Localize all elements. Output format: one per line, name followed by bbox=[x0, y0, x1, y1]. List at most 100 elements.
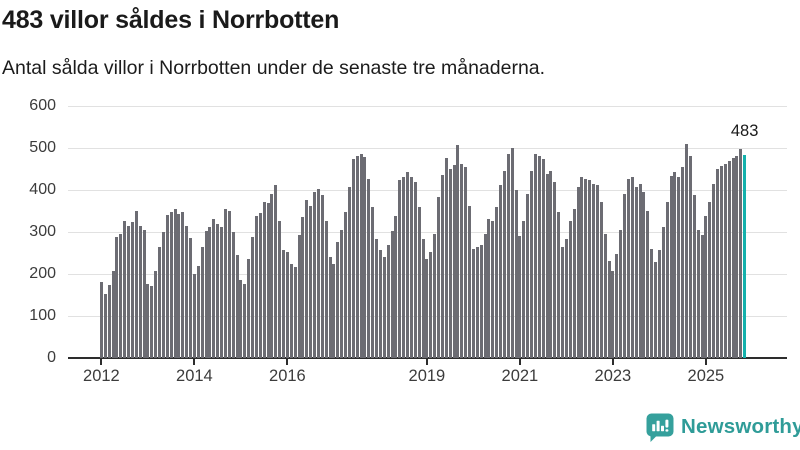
bar[interactable] bbox=[223, 209, 227, 358]
bar[interactable] bbox=[510, 148, 514, 358]
bar[interactable] bbox=[235, 255, 239, 358]
bar[interactable] bbox=[533, 154, 537, 358]
bar[interactable] bbox=[204, 231, 208, 358]
bar[interactable] bbox=[305, 200, 309, 358]
bar[interactable] bbox=[351, 159, 355, 358]
bar[interactable] bbox=[483, 234, 487, 358]
bar[interactable] bbox=[189, 238, 192, 358]
bar[interactable] bbox=[595, 185, 599, 358]
bar[interactable] bbox=[320, 195, 324, 358]
bar[interactable] bbox=[681, 167, 685, 358]
bar[interactable] bbox=[119, 234, 123, 358]
bar[interactable] bbox=[731, 158, 735, 358]
bar[interactable] bbox=[409, 177, 413, 358]
bar[interactable] bbox=[200, 247, 204, 358]
bar[interactable] bbox=[719, 166, 723, 358]
bar[interactable] bbox=[557, 212, 561, 358]
bar[interactable] bbox=[615, 254, 619, 358]
bar[interactable] bbox=[611, 271, 615, 358]
bar[interactable] bbox=[561, 247, 564, 358]
bar[interactable] bbox=[464, 167, 468, 358]
bar[interactable] bbox=[107, 285, 111, 358]
bar[interactable] bbox=[626, 179, 630, 358]
bar[interactable] bbox=[150, 286, 154, 358]
bar[interactable] bbox=[340, 230, 344, 358]
bar[interactable] bbox=[657, 250, 661, 358]
bar[interactable] bbox=[592, 184, 595, 358]
bar[interactable] bbox=[708, 202, 712, 358]
bar[interactable] bbox=[390, 231, 394, 358]
bar[interactable] bbox=[169, 212, 173, 358]
bar[interactable] bbox=[564, 239, 568, 358]
bar[interactable] bbox=[650, 249, 654, 358]
bar[interactable] bbox=[378, 250, 382, 358]
bar[interactable] bbox=[727, 161, 731, 358]
bar[interactable] bbox=[739, 149, 743, 358]
bar[interactable] bbox=[274, 185, 278, 358]
bar[interactable] bbox=[177, 214, 181, 358]
bar[interactable] bbox=[456, 145, 460, 358]
bar[interactable] bbox=[607, 261, 611, 358]
bar[interactable] bbox=[491, 221, 495, 358]
bar[interactable] bbox=[576, 187, 580, 358]
bar[interactable] bbox=[572, 209, 576, 358]
bar[interactable] bbox=[301, 217, 305, 358]
bar[interactable] bbox=[278, 221, 282, 358]
bar[interactable] bbox=[444, 158, 448, 358]
bar[interactable] bbox=[371, 207, 375, 358]
bar[interactable] bbox=[642, 192, 646, 358]
bar[interactable] bbox=[227, 211, 231, 358]
bar[interactable] bbox=[502, 171, 506, 358]
bar[interactable] bbox=[619, 230, 623, 358]
bar[interactable] bbox=[623, 194, 626, 358]
bar[interactable] bbox=[293, 267, 297, 358]
bar[interactable] bbox=[289, 264, 293, 358]
bar[interactable] bbox=[475, 247, 479, 358]
bar[interactable] bbox=[111, 271, 115, 358]
bar[interactable] bbox=[646, 211, 650, 358]
bar[interactable] bbox=[448, 169, 452, 358]
bar[interactable] bbox=[282, 250, 285, 358]
bar[interactable] bbox=[696, 230, 700, 358]
bar[interactable] bbox=[468, 206, 471, 358]
bar[interactable] bbox=[309, 206, 313, 358]
bar[interactable] bbox=[375, 239, 378, 358]
bar[interactable] bbox=[452, 165, 456, 358]
bar[interactable] bbox=[537, 156, 541, 358]
bar[interactable] bbox=[297, 235, 301, 358]
bar[interactable] bbox=[526, 194, 530, 358]
bar[interactable] bbox=[568, 221, 572, 358]
bar[interactable] bbox=[603, 234, 607, 358]
bar[interactable] bbox=[677, 177, 681, 358]
bar[interactable] bbox=[417, 207, 421, 358]
bar[interactable] bbox=[433, 234, 437, 358]
bar[interactable] bbox=[363, 157, 367, 358]
bar[interactable] bbox=[181, 212, 185, 358]
bar[interactable] bbox=[549, 171, 553, 358]
bar[interactable] bbox=[161, 232, 165, 358]
bar[interactable] bbox=[266, 203, 270, 358]
bar[interactable] bbox=[220, 227, 223, 358]
bar[interactable] bbox=[669, 176, 673, 358]
bar[interactable] bbox=[127, 226, 130, 358]
bar[interactable] bbox=[723, 164, 727, 358]
bar[interactable] bbox=[673, 172, 677, 358]
bar[interactable] bbox=[654, 262, 657, 358]
bar[interactable] bbox=[471, 249, 475, 358]
bar[interactable] bbox=[165, 215, 169, 358]
bar[interactable] bbox=[285, 252, 289, 358]
bar[interactable] bbox=[185, 226, 189, 358]
bar[interactable] bbox=[270, 194, 274, 358]
bar[interactable] bbox=[704, 216, 708, 358]
bar[interactable] bbox=[553, 182, 557, 358]
bar[interactable] bbox=[429, 252, 433, 358]
bar[interactable] bbox=[716, 169, 719, 358]
bar[interactable] bbox=[347, 187, 351, 358]
bar[interactable] bbox=[406, 172, 409, 358]
bar[interactable] bbox=[588, 180, 592, 358]
bar[interactable] bbox=[196, 266, 200, 358]
bar[interactable] bbox=[130, 222, 134, 358]
bar[interactable] bbox=[355, 156, 359, 358]
bar[interactable] bbox=[599, 202, 603, 358]
bar[interactable] bbox=[212, 219, 216, 358]
